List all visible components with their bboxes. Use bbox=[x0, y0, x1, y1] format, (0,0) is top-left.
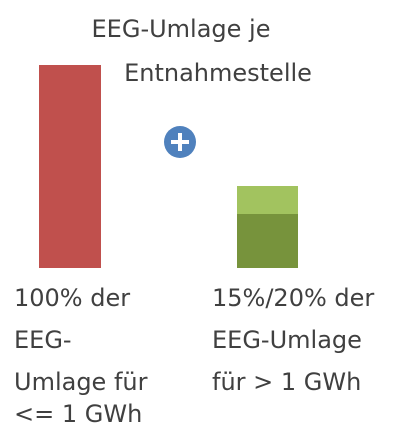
right-label-line: 15%/20% der bbox=[212, 284, 374, 312]
red-bar bbox=[39, 65, 101, 268]
left-label-line: Umlage für bbox=[14, 368, 148, 396]
plus-icon bbox=[164, 126, 196, 158]
right-label-line: für > 1 GWh bbox=[212, 368, 361, 396]
left-label-line: 100% der bbox=[14, 284, 130, 312]
right-label-line: EEG-Umlage bbox=[212, 326, 362, 354]
dark-green-segment bbox=[237, 214, 298, 268]
title-line: EEG-Umlage je bbox=[92, 15, 271, 43]
left-label-line: EEG- bbox=[14, 326, 72, 354]
plus-vertical bbox=[178, 133, 182, 151]
left-label-line: <= 1 GWh bbox=[14, 400, 142, 428]
title-line: Entnahmestelle bbox=[124, 59, 312, 87]
light-green-segment bbox=[237, 186, 298, 214]
